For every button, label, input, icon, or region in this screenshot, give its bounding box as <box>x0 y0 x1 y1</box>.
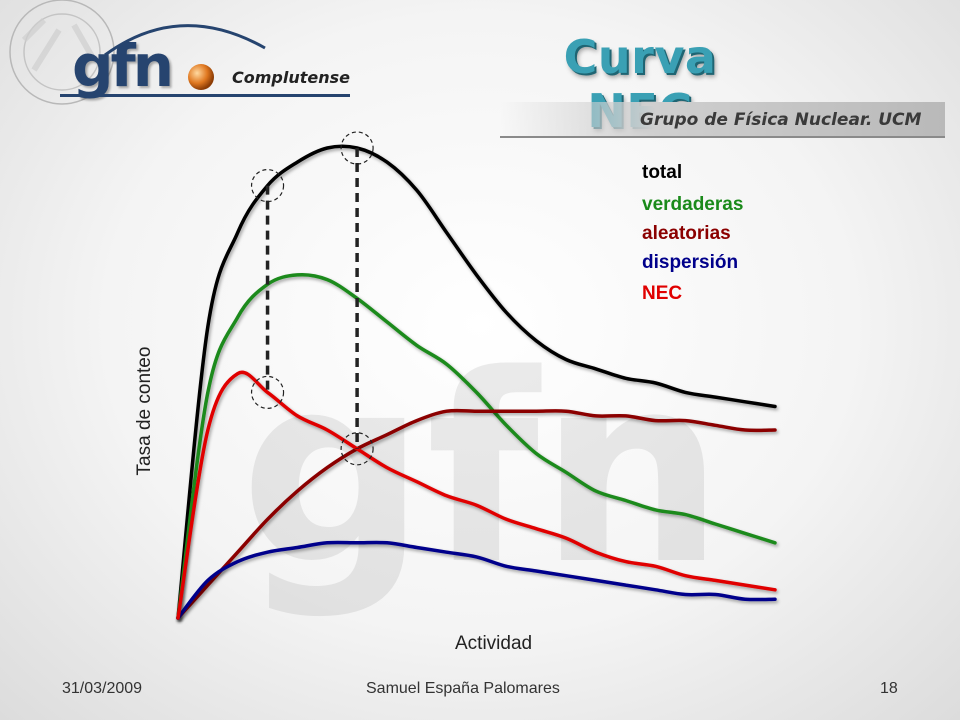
series-line-aleatorias <box>176 408 777 620</box>
orange-sphere-icon <box>188 64 214 90</box>
university-seal-icon <box>9 0 115 105</box>
marker-circle-2-bottom <box>340 432 374 466</box>
group-banner <box>500 102 945 138</box>
gfn-watermark: gfn <box>240 320 724 622</box>
legend-nec: NEC <box>642 283 683 304</box>
series-line-dispersion <box>176 540 777 620</box>
marker-circle-1-bottom <box>250 375 285 409</box>
y-axis-label: Tasa de conteo <box>134 346 155 476</box>
group-name: Grupo de Física Nuclear. UCM <box>640 110 922 130</box>
svg-text:gfn: gfn <box>240 320 724 622</box>
legend-verdaderas: verdaderas <box>642 194 744 215</box>
legend-dispersion: dispersión <box>642 252 739 273</box>
logo-swoosh-icon <box>104 24 266 57</box>
legend-total: total <box>642 162 683 183</box>
x-axis-label: Actividad <box>455 633 533 654</box>
series-line-total <box>176 144 777 620</box>
legend-aleatorias: aleatorias <box>642 223 731 244</box>
gfn-logo: gfn Complutense <box>60 24 360 108</box>
footer-author: Samuel España Palomares <box>366 680 560 697</box>
logo-subtitle: Complutense <box>232 68 350 87</box>
marker-circle-2-top <box>340 131 374 165</box>
footer-page-number: 18 <box>880 680 898 697</box>
series-line-nec <box>176 370 777 620</box>
marker-circle-1-top <box>250 169 285 203</box>
footer-date: 31/03/2009 <box>62 680 143 697</box>
logo-underline <box>60 94 350 97</box>
series-line-verdaderas <box>176 272 777 620</box>
